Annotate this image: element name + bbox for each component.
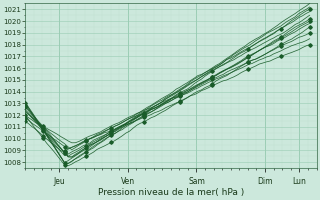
X-axis label: Pression niveau de la mer( hPa ): Pression niveau de la mer( hPa ) [98, 188, 244, 197]
